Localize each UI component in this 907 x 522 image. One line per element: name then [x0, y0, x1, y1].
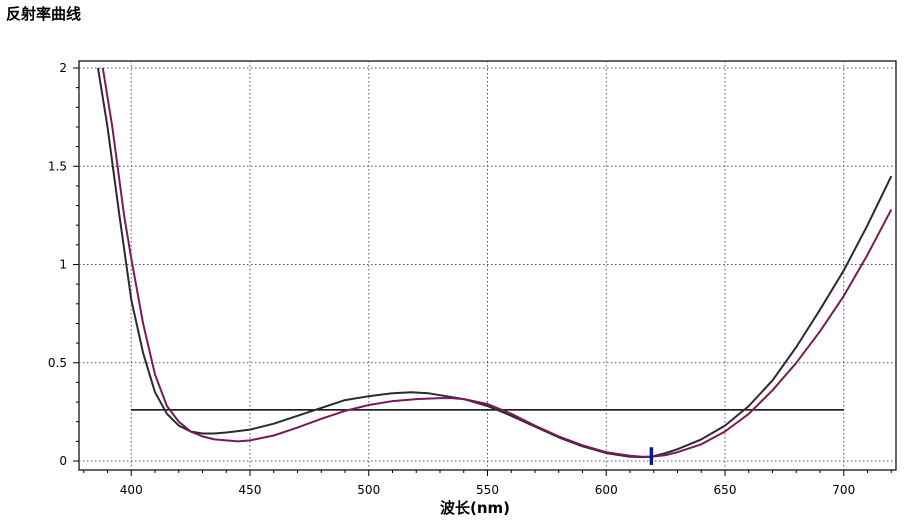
y-tick-label: 0	[59, 454, 67, 468]
chart-title: 反射率曲线	[6, 5, 82, 23]
x-tick-label: 450	[239, 483, 262, 497]
series-line-2	[101, 67, 893, 458]
series-line-1	[97, 67, 893, 459]
x-tick-label: 700	[832, 483, 855, 497]
x-tick-label: 550	[476, 483, 499, 497]
x-tick-label: 600	[595, 483, 618, 497]
x-tick-label: 500	[357, 483, 380, 497]
x-tick-label: 400	[120, 483, 143, 497]
x-tick-label: 650	[714, 483, 737, 497]
y-tick-label: 1.5	[48, 159, 67, 173]
y-tick-label: 0.5	[48, 356, 67, 370]
x-axis-label: 波长(nm)	[440, 499, 511, 517]
y-tick-label: 2	[59, 61, 67, 75]
y-tick-label: 1	[59, 258, 67, 272]
